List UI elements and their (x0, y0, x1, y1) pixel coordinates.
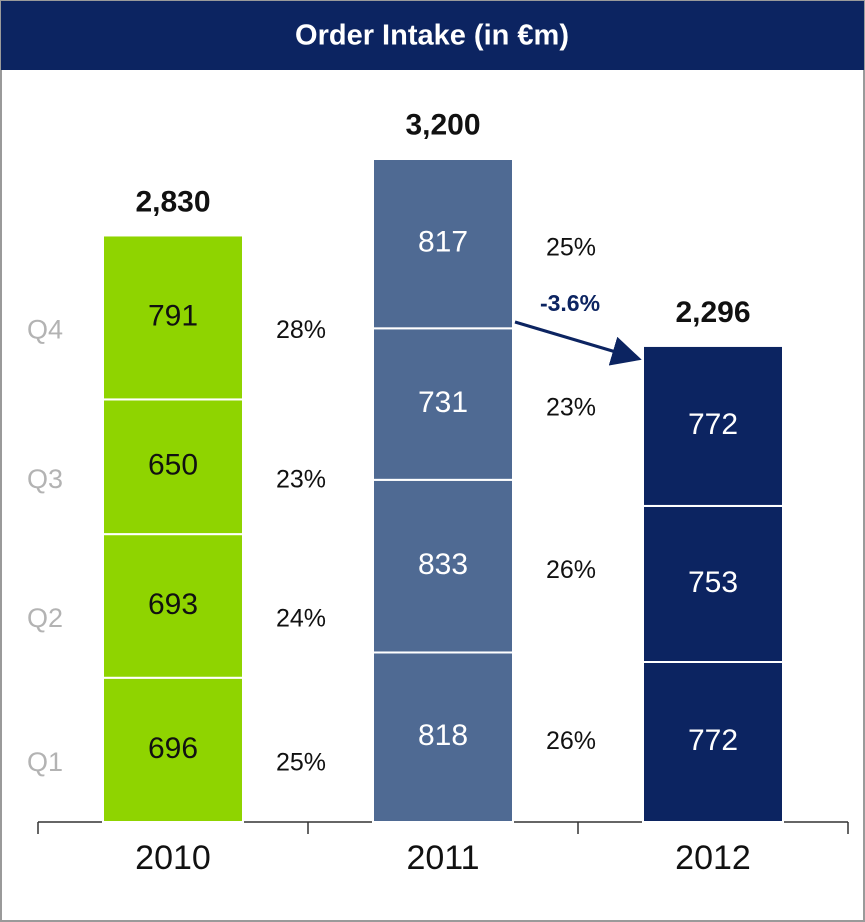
share-label: 28% (276, 316, 326, 344)
share-label: 25% (546, 233, 596, 261)
segment-label: 772 (688, 724, 738, 757)
bar-segment (372, 651, 514, 823)
bar-segment (102, 676, 244, 824)
series-label: Q3 (27, 464, 63, 494)
change-arrow (514, 320, 642, 366)
bar-segment (372, 158, 514, 330)
share-label: 23% (546, 394, 596, 422)
bar-segment (642, 661, 784, 823)
share-label: 23% (276, 465, 326, 493)
x-tick-label: 2012 (675, 839, 751, 877)
segment-label: 650 (148, 449, 198, 482)
segment-label: 753 (688, 566, 738, 599)
share-label: 26% (546, 727, 596, 755)
bar-segment (102, 533, 244, 679)
share-label: 25% (276, 748, 326, 776)
x-tick-label: 2010 (135, 839, 211, 877)
segment-label: 791 (148, 299, 198, 332)
chart-title: Order Intake (in €m) (295, 20, 569, 52)
bar-segment (642, 344, 784, 507)
segment-label: 772 (688, 408, 738, 441)
bar-segment (102, 398, 244, 536)
share-label: 26% (546, 556, 596, 584)
bar-segment (372, 327, 514, 481)
series-label: Q1 (27, 747, 63, 777)
segment-label: 731 (418, 386, 468, 419)
segment-label: 817 (418, 226, 468, 259)
total-label: 3,200 (405, 109, 480, 142)
annotation: -3.6% (540, 290, 600, 316)
segment-label: 693 (148, 588, 198, 621)
x-tick-label: 2011 (406, 839, 479, 877)
series-label: Q2 (27, 603, 63, 633)
total-label: 2,830 (135, 185, 210, 218)
header (1, 1, 864, 70)
total-label: 2,296 (675, 296, 750, 329)
bar-segment (102, 234, 244, 401)
segment-label: 696 (148, 732, 198, 765)
segment-label: 833 (418, 548, 468, 581)
segment-label: 818 (418, 719, 468, 752)
share-label: 24% (276, 605, 326, 633)
series-label: Q4 (27, 315, 63, 345)
